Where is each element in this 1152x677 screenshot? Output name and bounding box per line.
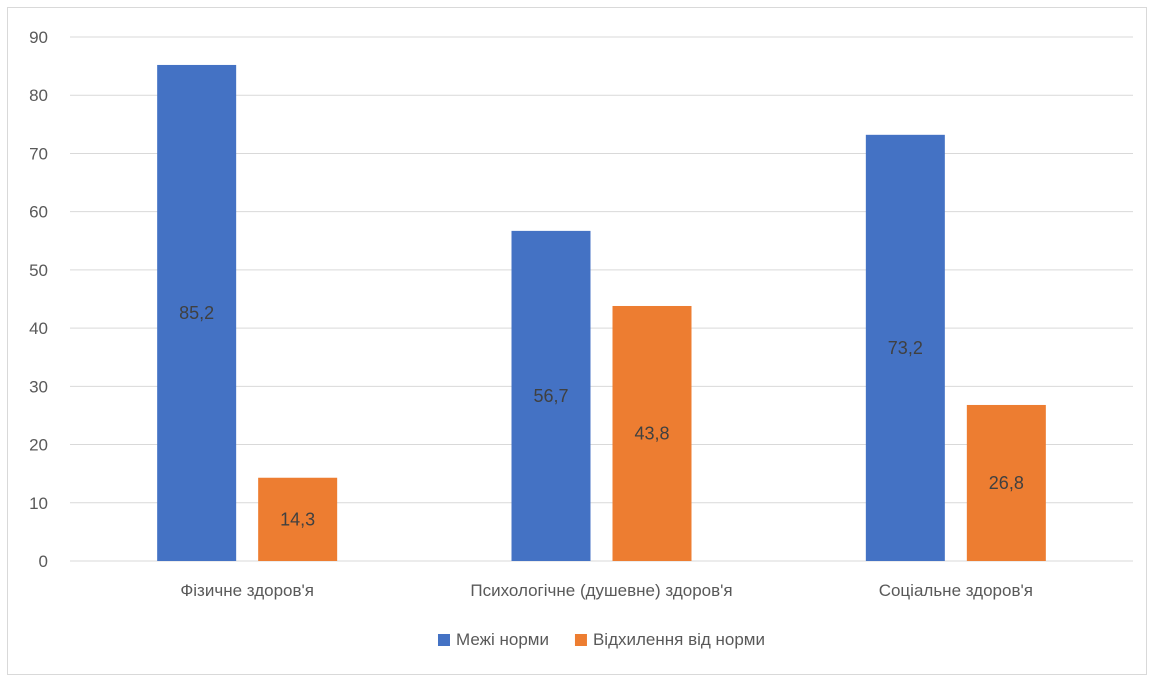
y-tick-label: 20: [29, 436, 48, 455]
y-tick-label: 80: [29, 86, 48, 105]
bar-deviation: [612, 305, 692, 561]
category-labels: Фізичне здоров'я Психологічне (душевне) з…: [180, 581, 1033, 600]
data-labels: 85,2 14,3 56,7 43,8 73,2 26,8: [179, 303, 1024, 529]
y-tick-label: 0: [39, 552, 48, 571]
bar-deviation: [966, 404, 1046, 561]
category-label: Соціальне здоров'я: [879, 581, 1033, 600]
data-label: 14,3: [280, 509, 315, 529]
legend-label: Відхилення від норми: [593, 630, 765, 649]
bars: [157, 64, 1046, 562]
y-tick-label: 40: [29, 319, 48, 338]
legend-swatch: [437, 634, 450, 646]
y-tick-label: 70: [29, 144, 48, 163]
bar-norm: [865, 134, 945, 561]
category-label: Психологічне (душевне) здоров'я: [470, 581, 732, 600]
data-label: 56,7: [533, 386, 568, 406]
y-tick-label: 60: [29, 203, 48, 222]
y-axis-ticks: 0 10 20 30 40 50 60 70 80 90: [29, 28, 48, 571]
data-label: 43,8: [634, 423, 669, 443]
bar-norm: [157, 64, 237, 562]
category-label: Фізичне здоров'я: [180, 581, 314, 600]
gridlines: [70, 36, 1133, 562]
legend-label: Межі норми: [456, 630, 549, 649]
legend: Межі норми Відхилення від норми: [437, 630, 765, 649]
y-tick-label: 10: [29, 494, 48, 513]
legend-swatch: [574, 634, 587, 646]
bar-deviation: [258, 477, 338, 561]
y-tick-label: 50: [29, 261, 48, 280]
data-label: 85,2: [179, 303, 214, 323]
data-label: 26,8: [989, 473, 1024, 493]
data-label: 73,2: [888, 338, 923, 358]
y-tick-label: 30: [29, 377, 48, 396]
bar-norm: [511, 230, 591, 561]
y-tick-label: 90: [29, 28, 48, 47]
